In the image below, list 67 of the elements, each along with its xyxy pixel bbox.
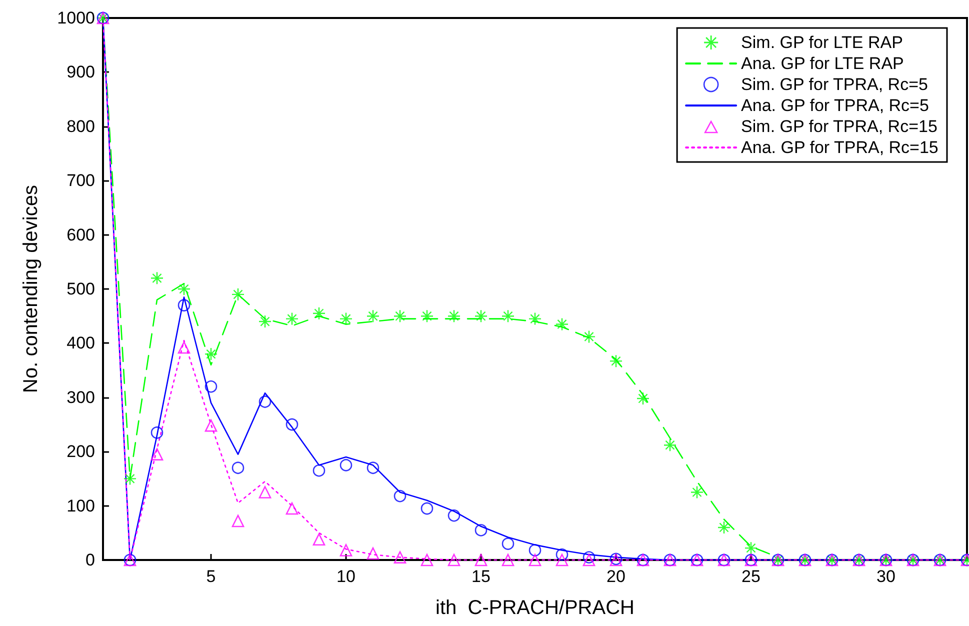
point bbox=[448, 554, 460, 566]
point bbox=[366, 547, 380, 560]
point bbox=[394, 551, 406, 564]
point bbox=[312, 464, 326, 477]
point bbox=[366, 462, 380, 474]
point bbox=[502, 554, 514, 566]
y-tick-label: 300 bbox=[66, 388, 95, 407]
point bbox=[394, 490, 406, 502]
legend-label: Sim. GP for TPRA, Rc=5 bbox=[741, 75, 928, 94]
legend-label: Sim. GP for TPRA, Rc=15 bbox=[741, 117, 938, 136]
y-tick-label: 0 bbox=[86, 550, 95, 570]
point bbox=[528, 544, 542, 556]
point bbox=[124, 472, 136, 485]
point bbox=[286, 502, 298, 515]
point bbox=[502, 538, 514, 550]
y-tick-label: 100 bbox=[66, 496, 95, 516]
point bbox=[232, 462, 244, 474]
point bbox=[340, 312, 352, 325]
point bbox=[258, 396, 272, 408]
point bbox=[178, 299, 190, 312]
point bbox=[204, 380, 218, 393]
point bbox=[582, 554, 596, 566]
point bbox=[340, 544, 352, 556]
point bbox=[691, 486, 703, 498]
x-tick-label: 25 bbox=[742, 567, 760, 586]
y-tick-label: 400 bbox=[66, 334, 95, 353]
x-tick-label: 5 bbox=[206, 567, 216, 586]
point bbox=[529, 312, 541, 325]
x-tick-label: 30 bbox=[876, 567, 896, 586]
x-tick-label: 15 bbox=[472, 567, 490, 586]
legend-label: Ana. GP for TPRA, Rc=5 bbox=[741, 96, 929, 115]
point bbox=[556, 548, 568, 561]
point bbox=[340, 459, 352, 472]
legend-label: Sim. GP for LTE RAP bbox=[741, 33, 903, 52]
y-tick-label: 600 bbox=[66, 225, 95, 244]
legend-label: Ana. GP for TPRA, Rc=15 bbox=[741, 138, 938, 157]
y-axis-title: No. contending devices bbox=[20, 185, 42, 393]
point bbox=[232, 514, 244, 528]
x-tick-label: 10 bbox=[336, 567, 356, 586]
x-axis-title: ith C-PRACH/PRACH bbox=[436, 597, 634, 619]
point bbox=[474, 524, 488, 536]
point bbox=[448, 509, 460, 522]
y-tick-label: 1000 bbox=[57, 8, 95, 28]
y-tick-label: 200 bbox=[66, 442, 95, 462]
point bbox=[151, 272, 163, 284]
y-tick-label: 800 bbox=[66, 116, 95, 136]
legend-label: Ana. GP for LTE RAP bbox=[741, 54, 904, 73]
y-tick-label: 700 bbox=[66, 171, 95, 190]
point bbox=[150, 448, 164, 460]
x-tick-label: 20 bbox=[606, 567, 626, 586]
point bbox=[286, 418, 298, 431]
point bbox=[204, 419, 218, 432]
point bbox=[582, 551, 596, 564]
point bbox=[474, 554, 488, 566]
y-tick-label: 900 bbox=[66, 62, 95, 82]
y-tick-label: 500 bbox=[66, 280, 95, 298]
point bbox=[556, 318, 568, 330]
point bbox=[258, 486, 272, 498]
point bbox=[178, 341, 190, 354]
point bbox=[312, 533, 326, 546]
point bbox=[420, 554, 434, 566]
point bbox=[420, 502, 434, 515]
point bbox=[583, 330, 595, 343]
point bbox=[528, 554, 542, 566]
point bbox=[286, 312, 298, 325]
point bbox=[150, 426, 164, 439]
point bbox=[556, 554, 568, 566]
